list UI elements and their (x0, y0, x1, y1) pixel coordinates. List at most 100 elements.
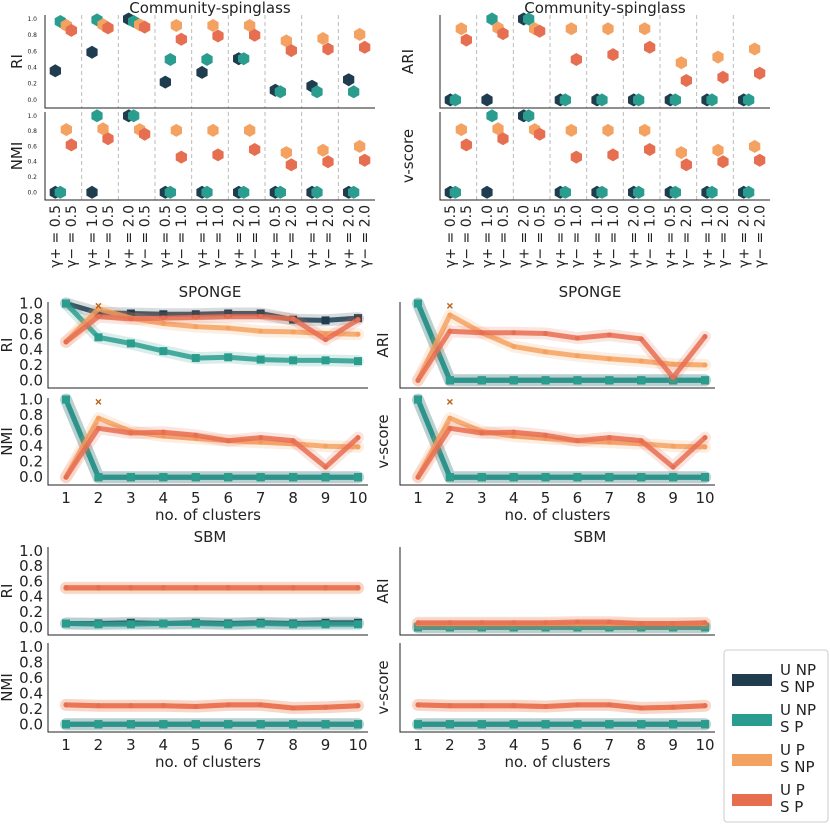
legend-swatch-unp-snp (732, 674, 772, 686)
data-point (541, 720, 550, 729)
marker-unp-sp (91, 109, 103, 123)
marker-unp-sp (743, 185, 755, 199)
marker-up-snp (170, 123, 182, 137)
data-point (541, 473, 550, 482)
data-point (354, 357, 362, 366)
y-tick-label: 1.0 (19, 295, 43, 313)
category-label: γ+ = 0.5 (48, 205, 64, 268)
data-point (159, 473, 168, 482)
data-point (95, 415, 101, 421)
y-tick-label: 0.6 (19, 325, 43, 343)
data-point (445, 376, 454, 385)
data-point (637, 720, 646, 729)
legend-swatch-up-sp (732, 794, 772, 806)
y-tick-label: 1.0 (27, 113, 37, 120)
chart-title: SBM (574, 528, 607, 546)
data-point (191, 310, 200, 319)
sponge-panel-v-score: v-score 1 2 3 4 5 6 7 8 9 10 no. of clusters (374, 393, 715, 524)
data-point (258, 702, 264, 708)
y-tick-label: 0.4 (19, 684, 43, 702)
y-axis-label: RI (0, 338, 16, 353)
x-tick-label: 3 (477, 736, 487, 754)
marker-up-sp (249, 28, 261, 42)
x-tick-label: 5 (191, 489, 201, 507)
marker-up-sp (717, 155, 729, 169)
data-point (637, 376, 646, 385)
y-tick-label: 0.8 (19, 557, 43, 575)
category-label: γ− = 0.5 (138, 205, 154, 268)
data-point (511, 620, 517, 626)
category-label: γ− = 1.0 (606, 205, 622, 268)
marker-up-snp (639, 22, 651, 36)
data-point (606, 439, 612, 445)
x-tick-label: 10 (695, 736, 714, 754)
data-point (95, 585, 101, 591)
series-line-up-sp (415, 702, 708, 711)
y-tick-label: 0.6 (27, 48, 37, 55)
category-label: γ+ = 0.5 (553, 205, 569, 268)
data-point (95, 314, 101, 320)
marker-unp-sp (164, 185, 176, 199)
category-label: γ+ = 2.0 (232, 205, 248, 268)
axis-spine (439, 15, 770, 109)
marker-up-snp (602, 22, 614, 36)
data-point (95, 425, 101, 431)
best-marker-x (446, 398, 453, 405)
data-point (354, 620, 362, 629)
marker-up-snp (280, 34, 292, 48)
data-point (447, 328, 453, 334)
data-point (355, 703, 361, 709)
chart-title: SPONGE (559, 283, 622, 301)
sponge-panel-ari: ARI (374, 297, 715, 389)
x-axis-label: no. of clusters (504, 506, 610, 524)
data-point (414, 299, 422, 308)
marker-up-snp (639, 123, 651, 137)
marker-up-sp (65, 23, 77, 37)
data-point (63, 585, 69, 591)
marker-up-sp (102, 21, 114, 35)
data-point (447, 312, 453, 318)
marker-unp-snp (481, 185, 493, 199)
series-line-up-sp (63, 425, 361, 480)
y-tick-label: 0.2 (19, 453, 43, 471)
sbm-panel-nmi: 0.00.20.40.60.81.0 NMI 1 2 3 4 5 6 7 8 9 10 no. of c… (0, 638, 368, 771)
y-tick-label: 0.4 (27, 159, 37, 166)
y-tick-label: 0.0 (19, 715, 43, 733)
data-point (128, 430, 134, 436)
data-point (509, 623, 518, 632)
y-tick-label: 0.4 (19, 588, 43, 606)
data-point (574, 353, 580, 359)
data-point (128, 316, 134, 322)
marker-up-sp (359, 40, 371, 54)
category-label: γ− = 1.0 (211, 205, 227, 268)
data-point (323, 585, 329, 591)
data-point (479, 703, 485, 709)
series-line-up-snp (63, 306, 361, 345)
data-point (606, 356, 612, 362)
marker-up-sp (139, 127, 151, 141)
marker-up-snp (244, 19, 256, 32)
marker-up-sp (680, 158, 692, 172)
data-point (543, 349, 549, 355)
axis-spine (47, 547, 368, 636)
y-axis-label: ARI (374, 332, 392, 357)
category-label: γ+ = 2.0 (342, 205, 358, 268)
x-tick-label: 9 (668, 736, 678, 754)
x-tick-label: 2 (94, 489, 104, 507)
spinglass-panel-v-score: v-score (399, 109, 770, 201)
data-point (128, 703, 134, 709)
y-tick-label: 0.8 (19, 653, 43, 671)
data-point (702, 435, 708, 441)
x-axis-label: no. of clusters (155, 506, 261, 524)
marker-up-sp (139, 20, 151, 34)
marker-up-snp (317, 143, 329, 157)
marker-unp-sp (706, 93, 718, 107)
y-tick-label: 0.8 (27, 32, 37, 39)
marker-unp-sp (164, 53, 176, 66)
y-tick-label: 0.6 (19, 669, 43, 687)
data-point (637, 623, 646, 632)
sponge-panel-nmi: 0.00.20.40.60.81.0 NMI 1 2 3 4 5 6 7 8 9 10 no. of c… (0, 391, 368, 524)
marker-unp-sp (54, 185, 66, 199)
marker-up-sp (497, 27, 509, 41)
data-point (447, 415, 453, 421)
